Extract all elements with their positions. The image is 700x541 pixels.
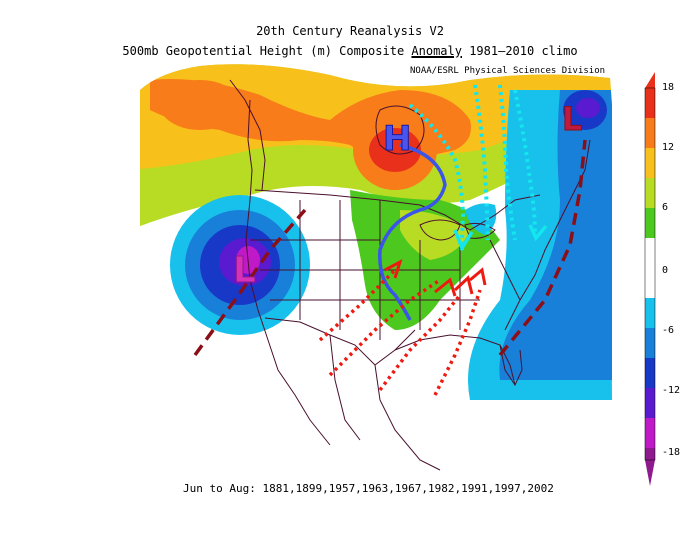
cb-tick-0: 0 <box>662 265 669 276</box>
map-borders <box>229 79 591 471</box>
cb-tick-12: 12 <box>662 142 675 153</box>
east-trough-axis <box>498 139 587 357</box>
cb-seg-12 <box>645 448 655 460</box>
arrowhead-1 <box>384 258 403 279</box>
west-trough-axis <box>193 208 307 357</box>
low-west-marker: L <box>233 250 256 291</box>
cb-tick-m6: -6 <box>662 325 675 336</box>
cb-tick-18: 18 <box>662 82 675 93</box>
cb-seg-11 <box>645 418 655 448</box>
annotations <box>193 84 587 396</box>
cb-seg-10 <box>645 388 655 418</box>
colorbar <box>644 72 656 486</box>
cb-seg-5 <box>645 208 655 238</box>
colorbar-bottom-cap <box>645 460 655 486</box>
anomaly-field <box>140 64 612 401</box>
subtitle-part-c: 1981–2010 climo <box>461 44 578 58</box>
cyan-arrowhead-2 <box>528 224 548 242</box>
arrowhead-3 <box>453 275 474 295</box>
colorbar-frame <box>644 87 656 461</box>
cb-tick-6: 6 <box>662 202 669 213</box>
arrowhead-2 <box>434 277 457 297</box>
cyan-arrowhead <box>453 229 474 252</box>
red-flow-1 <box>318 268 397 342</box>
cb-tick-m12: -12 <box>662 385 681 396</box>
red-flow-3 <box>378 293 462 392</box>
map-subtitle: 500mb Geopotential Height (m) Composite … <box>0 44 700 58</box>
cb-seg-6 <box>645 238 655 298</box>
system-markers: H L L <box>233 100 583 292</box>
colorbar-top-cap <box>645 72 655 88</box>
subtitle-anomaly: Anomaly <box>411 44 462 58</box>
low-east-marker: L <box>562 100 582 138</box>
footer-years: Jun to Aug: 1881,1899,1957,1963,1967,198… <box>183 482 554 495</box>
cb-tick-m18: -18 <box>662 447 681 458</box>
red-flow-4 <box>433 289 482 396</box>
cb-seg-2 <box>645 118 655 148</box>
cyan-flow-3 <box>498 84 517 241</box>
arrowhead-4 <box>469 267 487 286</box>
cyan-flow-4 <box>513 89 537 236</box>
subtitle-part-a: 500mb Geopotential Height (m) Composite <box>122 44 412 58</box>
cb-seg-9 <box>645 358 655 388</box>
cb-seg-3 <box>645 148 655 178</box>
red-flow-2 <box>328 278 441 377</box>
high-center-marker: H <box>383 119 411 159</box>
cyan-flow-2 <box>473 84 490 241</box>
cb-seg-8 <box>645 328 655 358</box>
jet-stream-path <box>378 143 447 321</box>
cb-seg-4 <box>645 178 655 208</box>
cb-seg-7 <box>645 298 655 328</box>
credit-text: NOAA/ESRL Physical Sciences Division <box>410 66 606 76</box>
map-title: 20th Century Reanalysis V2 <box>256 24 444 38</box>
cb-seg-1 <box>645 88 655 118</box>
